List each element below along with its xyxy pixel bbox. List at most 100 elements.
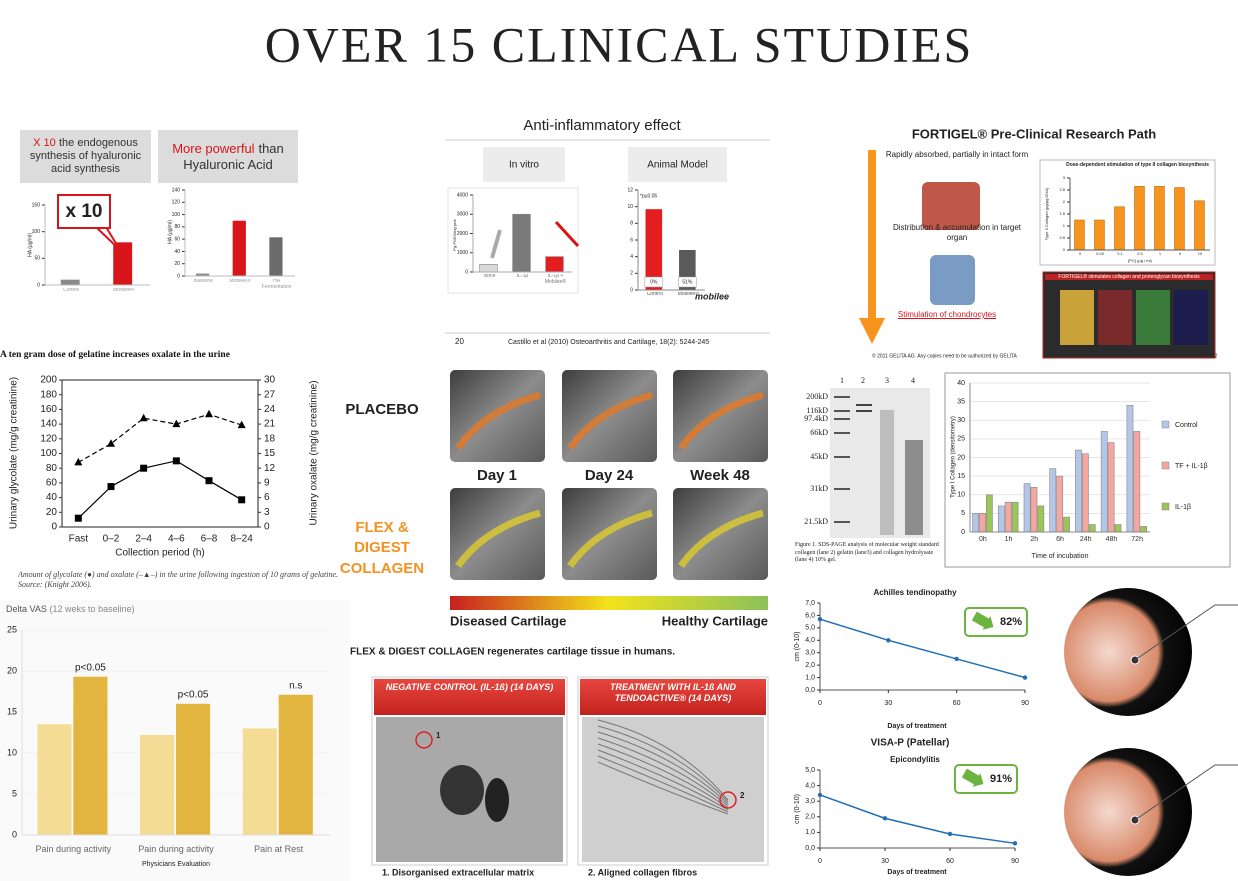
fibre [597, 749, 729, 811]
x-tick-label-box: Control [647, 292, 663, 297]
y-tick-label: 80 [174, 224, 180, 230]
bar [1174, 187, 1185, 251]
y-tick-label: 6 [630, 237, 633, 243]
x-tick-label: Mobilee® [677, 292, 699, 297]
bar-annotation: p<0.05 [75, 662, 106, 673]
x-tick-label-box: 48h [1106, 536, 1118, 543]
header: More powerful than Hyaluronic Acid [160, 132, 296, 181]
weight-label: 200kD [806, 392, 828, 401]
x-tick-label-box: 1h [1005, 536, 1013, 543]
y-tick-label: 200 [40, 375, 57, 386]
x-tick-label: 0h [978, 536, 987, 543]
banner-image [1098, 290, 1132, 345]
x-tick-label-box: 1 [1159, 252, 1161, 256]
band [834, 521, 850, 523]
caption: Amount of glycolate (●) and oxalate (–▲–… [18, 570, 339, 590]
trend-arrow [490, 229, 502, 259]
y-axis-label: Type I Collagen (densitometry) [951, 416, 957, 498]
band [834, 432, 850, 434]
legend-swatch [1161, 502, 1170, 511]
point [205, 409, 213, 418]
y-tick-label: 10 [627, 204, 633, 210]
y-tick-label: 0,0 [805, 687, 815, 694]
bar [269, 237, 283, 276]
bar [1194, 200, 1205, 251]
x-tick-label-box: 0.5 [1137, 252, 1143, 256]
weight-label: 45kD [810, 452, 828, 461]
cartilage [567, 391, 653, 451]
y-tick-label: 5 [961, 510, 965, 517]
callout-box [57, 194, 111, 229]
y-tick-label: 25 [957, 436, 965, 443]
x-tick-label-box: Mobilee® [229, 279, 250, 284]
y-tick-label: 15 [957, 473, 965, 480]
y-tick-label: 140 [172, 187, 181, 193]
legend-label: TF + IL-1β [1175, 463, 1208, 470]
y-tick-label: 4000 [457, 192, 468, 198]
fibre [597, 743, 729, 809]
bar [140, 734, 175, 835]
x-tick-label: 0.05 [1096, 252, 1104, 256]
scale-label: Healthy Cartilage [662, 613, 768, 628]
y-tick-label: 12 [264, 463, 276, 474]
x-tick-label-box: Mobilee® [677, 292, 699, 297]
pointer-line [1134, 604, 1238, 661]
y-tick-label: 2 [630, 271, 633, 277]
y-tick-label: 0 [1063, 247, 1066, 252]
x-tick-label: Pain at Rest [254, 845, 304, 854]
smear [905, 440, 923, 535]
y-axis-label: Pg PGE2/mg prot [452, 218, 457, 250]
y-tick-label: 24 [264, 404, 276, 415]
bar [73, 676, 108, 835]
y-tick-label: 3000 [457, 212, 468, 218]
point [1022, 675, 1028, 680]
point [172, 419, 181, 428]
y-tick-label: 4 [630, 254, 633, 260]
bar [1037, 505, 1045, 533]
y-tick-label: 27 [264, 389, 276, 400]
bar [278, 694, 313, 835]
y-tick-label: 2000 [457, 231, 468, 237]
bar [645, 209, 663, 290]
y-tick-label: 0 [630, 287, 633, 293]
chart-title: Delta VAS (12 weks to baseline) [6, 604, 306, 614]
y-tick-label: 10 [957, 492, 965, 499]
x-tick-label: 6h [1056, 536, 1064, 543]
x-tick-label-box: 72h [1131, 536, 1143, 543]
y-tick-label: 7,0 [805, 600, 815, 607]
bar [479, 263, 498, 273]
x-tick-label: 6–8 [201, 534, 218, 545]
page-title: OVER 15 CLINICAL STUDIES [265, 16, 974, 72]
y-axis-label: Urinary oxalate (mg/g creatinine) [309, 380, 320, 525]
weight-label: 116kD [807, 406, 829, 415]
tissue-header-box: NEGATIVE CONTROL (IL-1ß) (14 DAYS) [386, 682, 554, 692]
banner-image [1060, 290, 1094, 345]
y-tick-label: 0 [12, 829, 17, 839]
tissue-caption: 2. Aligned collagen fibros [588, 867, 697, 877]
category-note: Physicians Evaluation [142, 861, 210, 868]
marker-number: 2 [740, 791, 745, 800]
band [834, 456, 850, 458]
x-tick-label: 2–4 [135, 534, 152, 545]
x-tick-label: Pain during activity [138, 845, 214, 854]
step-highlight-box: Stimulation of chondrocytes [898, 310, 996, 319]
x-tick-label-box: Control [63, 288, 79, 293]
marker-ring [415, 731, 433, 749]
x-tick-label: Mobilee® [113, 288, 135, 293]
fibre [597, 725, 729, 803]
y-tick-label: 2,0 [805, 814, 815, 821]
fibre [597, 761, 729, 815]
marker-number: 1 [436, 731, 441, 740]
tissue-header-bg [580, 679, 766, 715]
x-axis-label: Days of treatment [887, 869, 947, 876]
y-tick-label: 30 [957, 417, 965, 424]
color-scale [450, 596, 768, 610]
x-tick-label: HA Fermentation [261, 279, 292, 290]
x-tick-label: 0 [818, 858, 822, 865]
title-main: Delta VAS [6, 604, 47, 614]
y-tick-label: 0 [465, 269, 468, 275]
row-label: PLACEBO [345, 401, 419, 418]
y-tick-label: 100 [32, 229, 41, 235]
x-tick-label-box: Pain at Rest [254, 845, 304, 854]
bar [242, 728, 277, 835]
